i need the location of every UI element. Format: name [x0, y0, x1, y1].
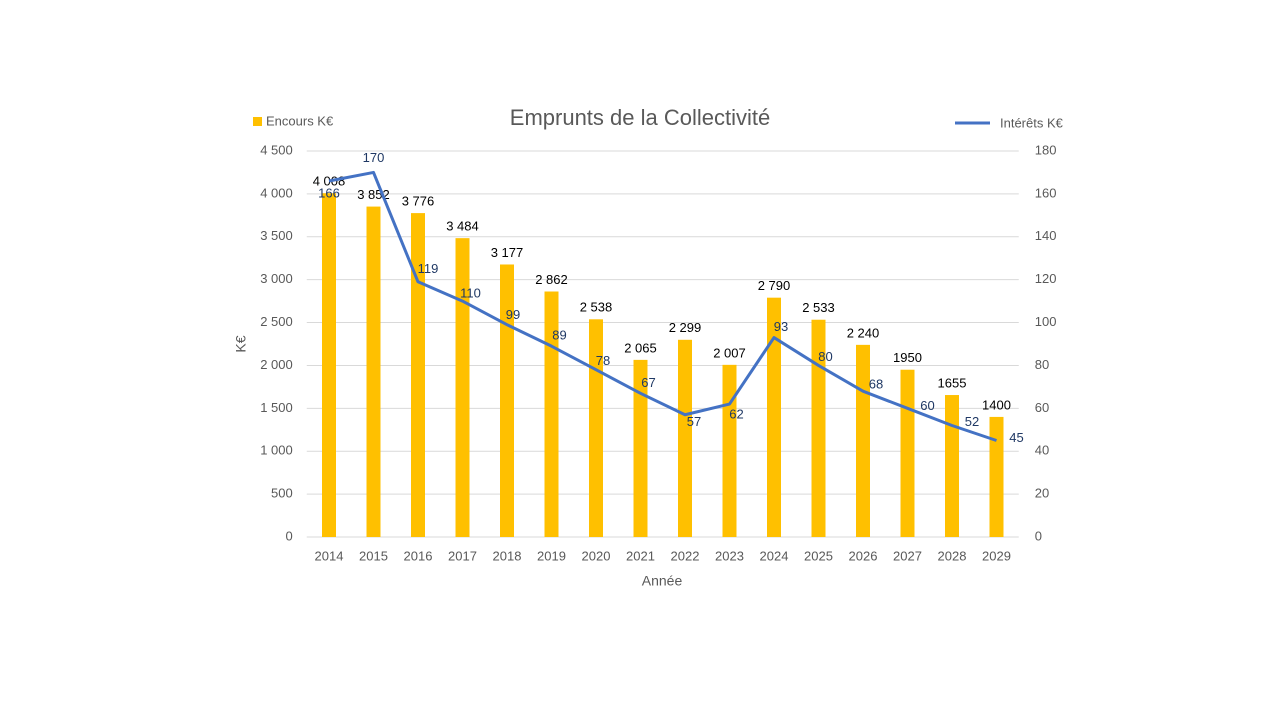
bar — [322, 193, 336, 537]
line-value-label: 67 — [641, 375, 655, 390]
bar — [455, 238, 470, 538]
bar-value-label: 2 790 — [758, 278, 791, 293]
bar — [767, 297, 781, 537]
bar — [900, 369, 915, 537]
line-value-label: 110 — [460, 286, 481, 301]
chart-title: Emprunts de la Collectivité — [510, 105, 770, 130]
line-value-label: 166 — [318, 185, 340, 200]
bar-value-label: 2 533 — [802, 300, 835, 315]
y-tick-label: 500 — [271, 486, 293, 501]
x-tick-label: 2022 — [671, 548, 700, 563]
y-tick-label: 3 000 — [260, 271, 293, 286]
line-value-label: 78 — [596, 353, 610, 368]
x-tick-label: 2024 — [760, 548, 789, 563]
y2-tick-label: 160 — [1035, 185, 1057, 200]
x-tick-label: 2025 — [804, 548, 833, 563]
bar — [856, 344, 870, 537]
y2-tick-label: 80 — [1035, 357, 1049, 372]
bar-value-label: 2 299 — [669, 320, 702, 335]
bar-value-label: 2 240 — [847, 325, 880, 340]
y-tick-label: 4 500 — [260, 142, 293, 157]
bar-value-label: 1400 — [982, 397, 1011, 412]
y-axis-label: K€ — [233, 335, 249, 352]
line-value-label: 57 — [687, 414, 701, 429]
line-value-label: 80 — [818, 349, 832, 364]
line-value-label: 45 — [1009, 430, 1023, 445]
line-value-label: 62 — [729, 406, 743, 421]
x-tick-label: 2018 — [493, 548, 522, 563]
legend-label: Encours K€ — [266, 113, 334, 128]
line-value-label: 52 — [965, 414, 979, 429]
y2-tick-label: 0 — [1035, 528, 1042, 543]
y-tick-label: 3 500 — [260, 228, 293, 243]
y2-tick-label: 100 — [1035, 314, 1057, 329]
y2-tick-label: 140 — [1035, 228, 1057, 243]
x-tick-label: 2028 — [938, 548, 967, 563]
bar — [544, 291, 559, 537]
x-tick-label: 2020 — [582, 548, 611, 563]
bar — [366, 206, 381, 538]
y-tick-label: 2 500 — [260, 314, 293, 329]
bar-value-label: 1950 — [893, 350, 922, 365]
line-value-label: 68 — [869, 377, 883, 392]
y2-tick-label: 180 — [1035, 142, 1057, 157]
y-tick-label: 1 500 — [260, 400, 293, 415]
y-tick-label: 2 000 — [260, 357, 293, 372]
bar — [589, 319, 603, 537]
bar — [678, 339, 692, 537]
bar — [989, 416, 1004, 537]
bar — [811, 319, 826, 537]
legend-swatch — [253, 117, 262, 126]
y-tick-label: 4 000 — [260, 185, 293, 200]
y2-tick-label: 120 — [1035, 271, 1057, 286]
x-tick-label: 2017 — [448, 548, 477, 563]
bar-value-label: 2 538 — [580, 300, 613, 315]
bar-value-label: 3 776 — [402, 194, 435, 209]
x-tick-label: 2021 — [626, 548, 655, 563]
x-tick-label: 2023 — [715, 548, 744, 563]
bar-value-label: 2 862 — [535, 272, 568, 287]
y2-tick-label: 40 — [1035, 443, 1049, 458]
x-tick-label: 2029 — [982, 548, 1011, 563]
y-tick-label: 0 — [286, 528, 293, 543]
line-value-label: 119 — [418, 261, 439, 276]
bar-value-label: 1655 — [938, 375, 967, 390]
bar-value-label: 2 065 — [624, 340, 657, 355]
line-value-label: 93 — [774, 319, 788, 334]
x-tick-label: 2014 — [315, 548, 344, 563]
y-tick-label: 1 000 — [260, 443, 293, 458]
y2-tick-label: 20 — [1035, 486, 1049, 501]
bar — [722, 364, 737, 537]
bar-value-label: 2 007 — [713, 345, 746, 360]
y2-tick-label: 60 — [1035, 400, 1049, 415]
line-value-label: 89 — [552, 328, 566, 343]
legend-label: Intérêts K€ — [1000, 115, 1064, 130]
line-series — [328, 170, 997, 442]
bar-value-label: 3 177 — [491, 245, 524, 260]
x-tick-label: 2015 — [359, 548, 388, 563]
line-value-label: 60 — [920, 398, 934, 413]
x-axis-label: Année — [642, 573, 683, 589]
x-tick-label: 2026 — [849, 548, 878, 563]
x-tick-label: 2019 — [537, 548, 566, 563]
bar — [411, 213, 425, 538]
x-tick-label: 2027 — [893, 548, 922, 563]
x-tick-label: 2016 — [404, 548, 433, 563]
line-value-label: 99 — [506, 307, 520, 322]
bar — [500, 264, 514, 537]
line-value-label: 170 — [363, 150, 385, 165]
bar — [945, 395, 959, 537]
bar — [633, 359, 648, 537]
bar-value-label: 4 008 — [313, 174, 346, 189]
bar-value-label: 3 484 — [446, 219, 479, 234]
